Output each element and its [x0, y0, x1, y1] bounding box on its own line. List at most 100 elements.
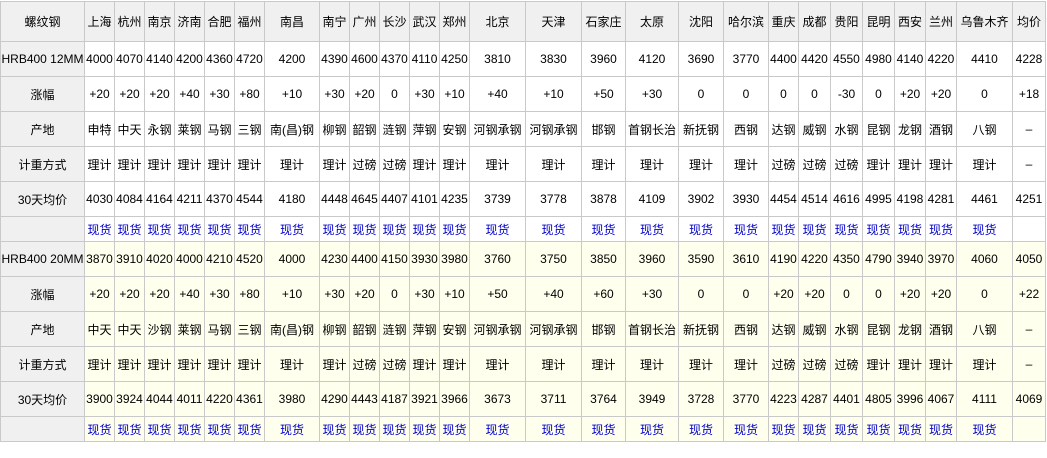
spot-link[interactable]: 现货 — [177, 222, 202, 237]
spot-cell: 现货 — [349, 216, 380, 242]
spot-link[interactable]: 现货 — [412, 422, 437, 437]
spot-cell: 现货 — [469, 216, 526, 242]
spot-link[interactable]: 现货 — [771, 422, 796, 437]
spot-link[interactable]: 现货 — [866, 422, 891, 437]
column-header-city: 天津 — [525, 1, 582, 42]
weighing-cell: 理计 — [234, 346, 265, 382]
spot-link[interactable]: 现货 — [485, 222, 510, 237]
spot-link[interactable]: 现货 — [972, 422, 997, 437]
spot-link[interactable]: 现货 — [117, 222, 142, 237]
weighing-cell: 理计 — [678, 346, 724, 382]
change-cell: +30 — [625, 76, 679, 112]
price-cell: 4060 — [956, 241, 1013, 277]
spot-link[interactable]: 现货 — [87, 422, 112, 437]
spot-link[interactable]: 现货 — [834, 222, 859, 237]
spot-link[interactable]: 现货 — [382, 222, 407, 237]
spot-link[interactable]: 现货 — [928, 222, 953, 237]
spot-link[interactable]: 现货 — [322, 222, 347, 237]
spot-link[interactable]: 现货 — [928, 422, 953, 437]
price-cell: 4250 — [439, 41, 470, 77]
origin-cell: 柳钢 — [319, 311, 350, 347]
change-cell: +20 — [768, 276, 799, 312]
spot-link[interactable]: 现货 — [802, 222, 827, 237]
spot-link[interactable]: 现货 — [897, 422, 922, 437]
row-label-empty — [0, 416, 85, 442]
row-label-origin: 产地 — [0, 111, 85, 147]
spot-link[interactable]: 现货 — [802, 422, 827, 437]
spot-link[interactable]: 现货 — [352, 422, 377, 437]
spot-cell: 现货 — [678, 216, 724, 242]
avg30-cell: 3949 — [625, 381, 679, 417]
spot-cell: 现货 — [798, 416, 831, 442]
spot-link[interactable]: 现货 — [147, 222, 172, 237]
price-cell: 3690 — [678, 41, 724, 77]
spot-link[interactable]: 现货 — [237, 222, 262, 237]
weighing-cell: 理计 — [956, 346, 1013, 382]
avg30-cell: 3924 — [114, 381, 145, 417]
spot-link[interactable]: 现货 — [147, 422, 172, 437]
spot-link[interactable]: 现货 — [279, 422, 304, 437]
spot-link[interactable]: 现货 — [688, 222, 713, 237]
spot-link[interactable]: 现货 — [866, 222, 891, 237]
spot-link[interactable]: 现货 — [117, 422, 142, 437]
origin-cell: 三钢 — [234, 111, 265, 147]
spot-cell: 现货 — [723, 416, 769, 442]
price-cell: 3940 — [894, 241, 926, 277]
origin-row: 产地 中天 中天 沙钢 莱钢 马钢 三钢 南(昌)钢 柳钢 韶钢 涟钢 萍钢 安钢 河钢承钢 河钢承钢 邯钢首… — [0, 311, 1046, 347]
origin-cell: 萍钢 — [409, 311, 440, 347]
spot-link[interactable]: 现货 — [207, 422, 232, 437]
spot-link[interactable]: 现货 — [207, 222, 232, 237]
spot-link[interactable]: 现货 — [412, 222, 437, 237]
spot-link[interactable]: 现货 — [382, 422, 407, 437]
spot-link[interactable]: 现货 — [771, 222, 796, 237]
spot-link[interactable]: 现货 — [177, 422, 202, 437]
column-header-city: 沈阳 — [678, 1, 724, 42]
spot-link[interactable]: 现货 — [639, 422, 664, 437]
avg30-cell: 4223 — [768, 381, 799, 417]
spot-link[interactable]: 现货 — [733, 422, 758, 437]
spot-link[interactable]: 现货 — [279, 222, 304, 237]
change-cell: +20 — [114, 76, 145, 112]
spot-link[interactable]: 现货 — [591, 222, 616, 237]
avg30-cell: 4111 — [956, 381, 1013, 417]
spot-cell: 现货 — [894, 416, 926, 442]
avg30-cell: 4211 — [174, 181, 205, 217]
spot-link[interactable]: 现货 — [897, 222, 922, 237]
spot-cell: 现货 — [204, 416, 235, 442]
origin-cell: 中天 — [114, 111, 145, 147]
rebar-price-table: 螺纹钢 上海 杭州 南京 济南 合肥 福州 南昌 南宁 广州 长沙 武汉 郑州 北京 天津 石家庄 太原 沈阳 哈尔… — [0, 1, 1046, 442]
spot-link[interactable]: 现货 — [834, 422, 859, 437]
weighing-cell: 理计 — [234, 146, 265, 182]
origin-cell: 西钢 — [723, 111, 769, 147]
spot-link[interactable]: 现货 — [322, 422, 347, 437]
spot-link[interactable]: 现货 — [541, 222, 566, 237]
weighing-cell: 理计 — [525, 146, 582, 182]
price-cell: 3960 — [581, 41, 626, 77]
row-label-origin: 产地 — [0, 311, 85, 347]
price-cell: 3850 — [581, 241, 626, 277]
weighing-cell: 理计 — [862, 346, 895, 382]
price-row: HRB400 20MM 3870 3910 4020 4000 4210 4520 4000 4… — [0, 241, 1046, 277]
spot-link[interactable]: 现货 — [688, 422, 713, 437]
change-cell: +10 — [264, 276, 320, 312]
weighing-cell: 理计 — [114, 346, 145, 382]
spot-link[interactable]: 现货 — [442, 222, 467, 237]
price-cell: 4400 — [349, 241, 380, 277]
spot-link[interactable]: 现货 — [591, 422, 616, 437]
spot-link[interactable]: 现货 — [541, 422, 566, 437]
change-cell: 0 — [723, 76, 769, 112]
spot-link[interactable]: 现货 — [639, 222, 664, 237]
spot-link[interactable]: 现货 — [87, 222, 112, 237]
spot-link[interactable]: 现货 — [485, 422, 510, 437]
change-cell: +20 — [798, 276, 831, 312]
avg30-cell: 3764 — [581, 381, 626, 417]
weighing-cell: 理计 — [319, 146, 350, 182]
spot-link[interactable]: 现货 — [733, 222, 758, 237]
spot-link[interactable]: 现货 — [972, 222, 997, 237]
change-cell: +40 — [174, 76, 205, 112]
spot-link[interactable]: 现货 — [352, 222, 377, 237]
spot-link[interactable]: 现货 — [442, 422, 467, 437]
spot-link[interactable]: 现货 — [237, 422, 262, 437]
spot-cell: 现货 — [925, 416, 957, 442]
change-cell: 0 — [379, 76, 410, 112]
